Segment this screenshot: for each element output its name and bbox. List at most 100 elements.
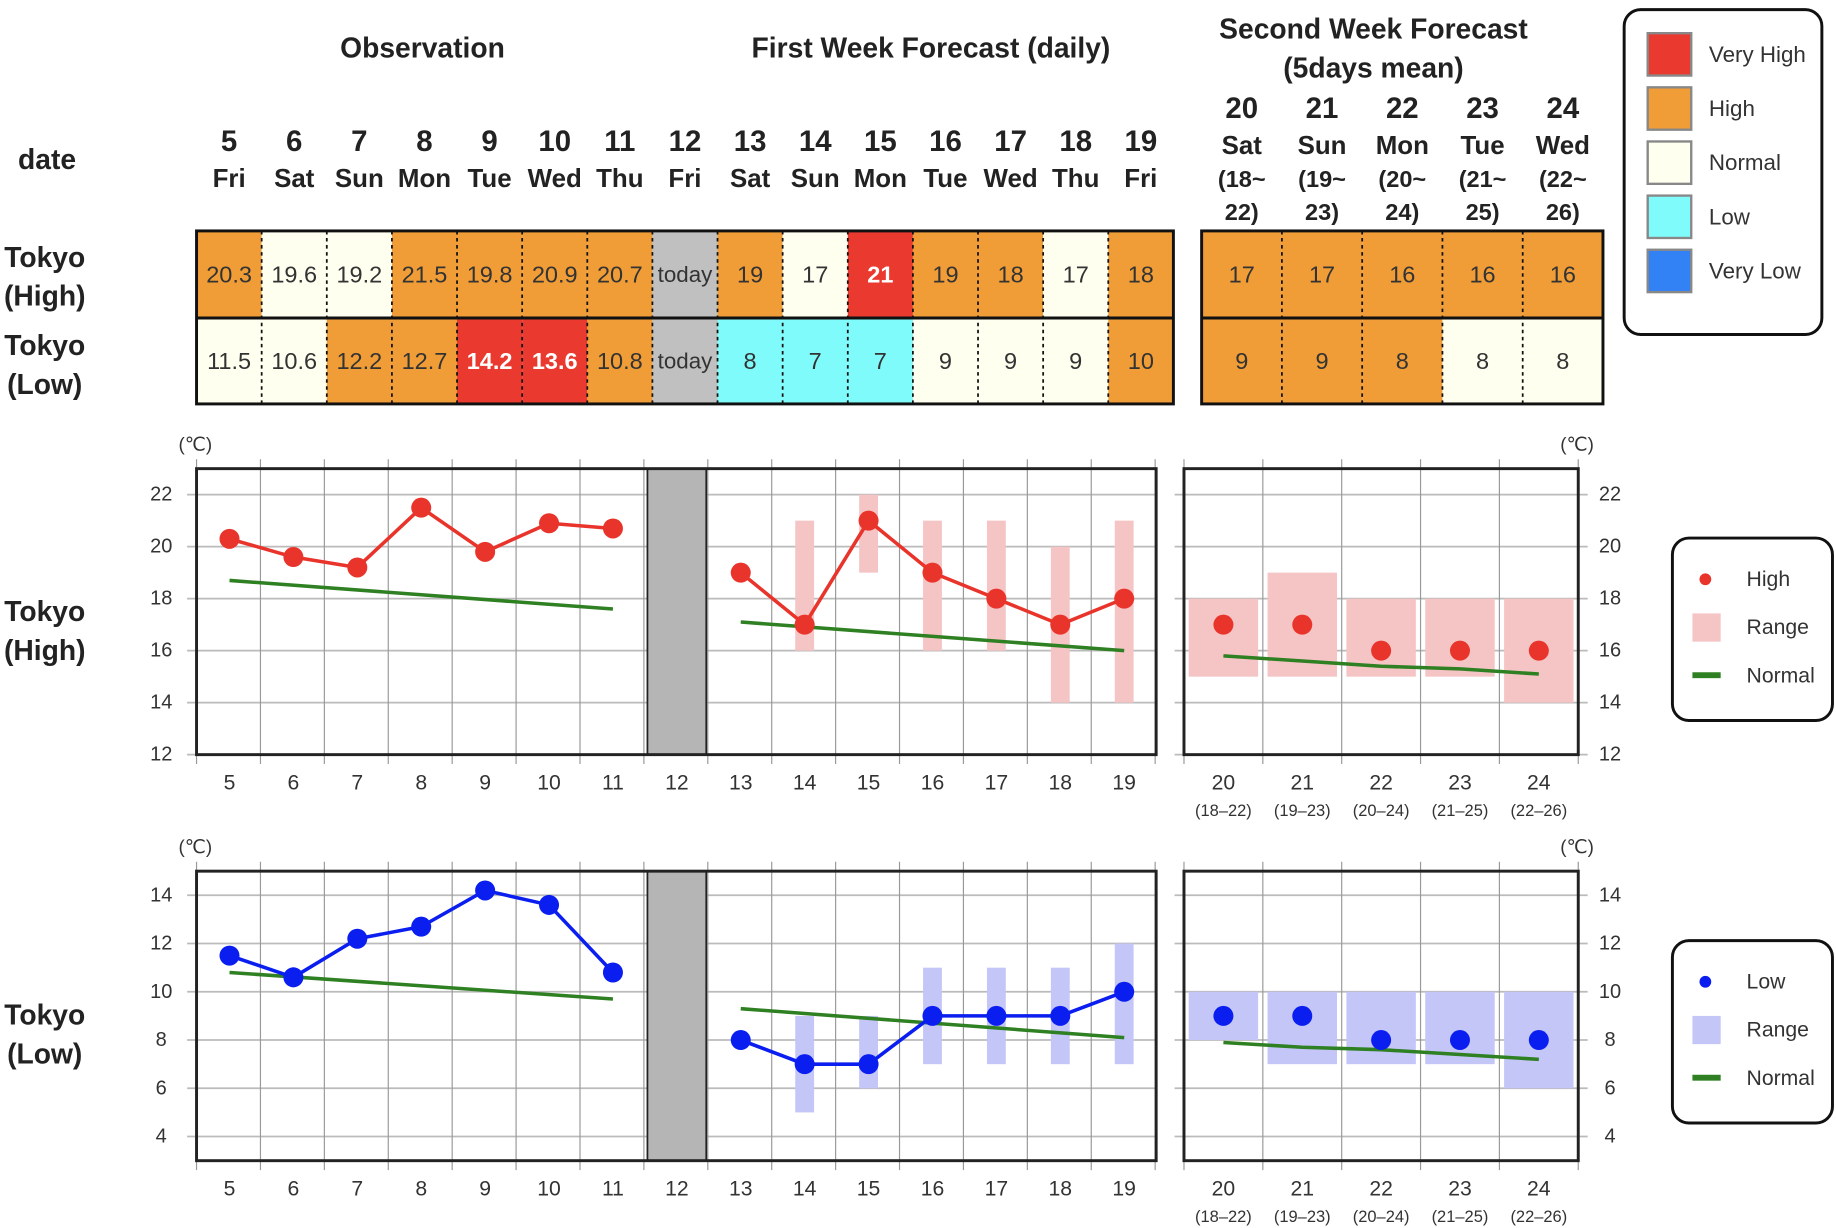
table-cell-low: [457, 318, 523, 404]
chart-legend-label: Low: [1747, 970, 1787, 993]
observed-point: [283, 967, 304, 988]
week2-cell-value: 9: [1235, 348, 1248, 374]
observed-point: [283, 547, 304, 568]
week2-x-sublabel: (21–25): [1432, 802, 1489, 820]
range-bar: [1114, 943, 1134, 1065]
observed-point: [475, 880, 496, 901]
range-bar: [986, 520, 1006, 651]
range-bar: [1114, 520, 1134, 703]
x-tick-label: 13: [729, 1177, 753, 1200]
date-header-day: 6: [286, 125, 302, 158]
table-cell-low: [391, 318, 458, 404]
x-tick-label: 12: [665, 771, 689, 794]
forecast-point: [922, 1005, 943, 1026]
week2-cell-high: [1201, 230, 1282, 319]
x-tick-label: 15: [857, 771, 881, 794]
week2-cell-high: [1281, 230, 1363, 319]
week2-header-day: 20: [1225, 92, 1258, 125]
date-header-weekday: Fri: [213, 165, 246, 193]
table-cell-value: 10: [1128, 348, 1154, 374]
week2-x-sublabel: (20–24): [1353, 802, 1410, 820]
row-label-low: (Low): [7, 368, 82, 400]
week2-x-sublabel: (19–23): [1274, 1208, 1331, 1226]
observed-point: [602, 962, 623, 983]
week2-header-weekday: Mon: [1376, 132, 1429, 160]
table-cell-value: 20.9: [532, 261, 578, 287]
table-cell-high: [457, 230, 523, 319]
table-cell-value: 18: [997, 261, 1023, 287]
x-tick-label: 8: [415, 1177, 427, 1200]
normal-line-observed: [229, 578, 614, 611]
table-cell-value: 17: [1063, 261, 1089, 287]
forecast-point: [730, 562, 751, 583]
week2-x-tick-label: 20: [1212, 1177, 1236, 1200]
chart-legend-label: Normal: [1747, 664, 1815, 687]
x-tick-label: 14: [793, 771, 817, 794]
week2-point: [1213, 1005, 1234, 1026]
row-label-low: Tokyo: [4, 329, 85, 361]
table-cell-low: [717, 318, 783, 404]
week2-x-sublabel: (22–26): [1510, 802, 1567, 820]
date-header-day: 9: [481, 125, 497, 158]
table-cell-value: 9: [1004, 348, 1017, 374]
x-tick-label: 18: [1049, 771, 1073, 794]
y-tick-label: 20: [150, 536, 172, 558]
table-cell-high: [652, 230, 718, 319]
week2-header-day: 24: [1546, 92, 1579, 125]
date-header-day: 13: [734, 125, 767, 158]
table-cell-value: today: [658, 262, 714, 287]
observed-point: [219, 945, 240, 966]
week2-x-sublabel: (18–22): [1195, 802, 1252, 820]
week2-point: [1371, 1030, 1392, 1051]
second-week-subheading: (5days mean): [1283, 51, 1463, 83]
y-tick-label-right: 12: [1599, 933, 1621, 955]
x-tick-label: 5: [224, 1177, 236, 1200]
chart-row-label: (High): [4, 634, 86, 666]
y-tick-label-right: 14: [1599, 692, 1621, 714]
date-header-weekday: Thu: [596, 165, 643, 193]
week2-header-period: 26): [1546, 199, 1580, 225]
date-header-weekday: Sun: [335, 165, 384, 193]
legend-marker-range: [1692, 613, 1721, 642]
date-header-day: 8: [416, 125, 432, 158]
week2-point: [1292, 1005, 1313, 1026]
week2-header-period: 23): [1305, 199, 1339, 225]
x-tick-label: 9: [479, 771, 491, 794]
date-header-weekday: Wed: [528, 165, 582, 193]
y-tick-label: 10: [150, 981, 172, 1003]
x-tick-label: 16: [921, 1177, 945, 1200]
legend-marker-range: [1692, 1015, 1721, 1045]
table-cell-value: 7: [809, 348, 822, 374]
x-tick-label: 7: [351, 771, 363, 794]
table-cell-low: [782, 318, 848, 404]
legend-label-very_low: Very Low: [1709, 258, 1802, 283]
week2-point: [1371, 640, 1392, 661]
date-header-weekday: Tue: [468, 165, 512, 193]
week2-x-tick-label: 24: [1527, 1177, 1551, 1200]
week2-x-tick-label: 23: [1448, 1177, 1472, 1200]
chart-row-label: (Low): [7, 1038, 82, 1070]
observed-point: [411, 916, 432, 937]
table-cell-value: 10.8: [597, 348, 643, 374]
observed-point: [219, 528, 240, 549]
date-header-day: 14: [799, 125, 832, 158]
table-cell-value: today: [658, 348, 714, 373]
week2-range-box: [1346, 991, 1416, 1065]
week2-cell-value: 8: [1396, 348, 1409, 374]
week2-header-period: 22): [1225, 199, 1259, 225]
table-cell-value: 19.8: [467, 261, 513, 287]
week2-header-period: (21~: [1459, 166, 1507, 192]
week2-x-tick-label: 22: [1369, 771, 1393, 794]
temperature-chart-high: (℃) (℃) 12 12 14 14 16 16 18 18 20 20 22 22 5 6 7 8 9 10 11 1…: [4, 433, 1834, 820]
table-cell-value: 12.2: [336, 348, 382, 374]
week2-x-sublabel: (18–22): [1195, 1208, 1252, 1226]
y-tick-label: 12: [150, 744, 172, 766]
forecast-point: [794, 1054, 815, 1075]
range-bar: [859, 1015, 878, 1089]
unit-label: (℃): [1560, 836, 1594, 857]
x-tick-label: 6: [288, 1177, 300, 1200]
table-cell-high: [1108, 230, 1174, 319]
y-tick-label-right: 6: [1604, 1077, 1615, 1099]
legend-marker-normal: [1692, 672, 1721, 679]
table-cell-value: 9: [939, 348, 952, 374]
